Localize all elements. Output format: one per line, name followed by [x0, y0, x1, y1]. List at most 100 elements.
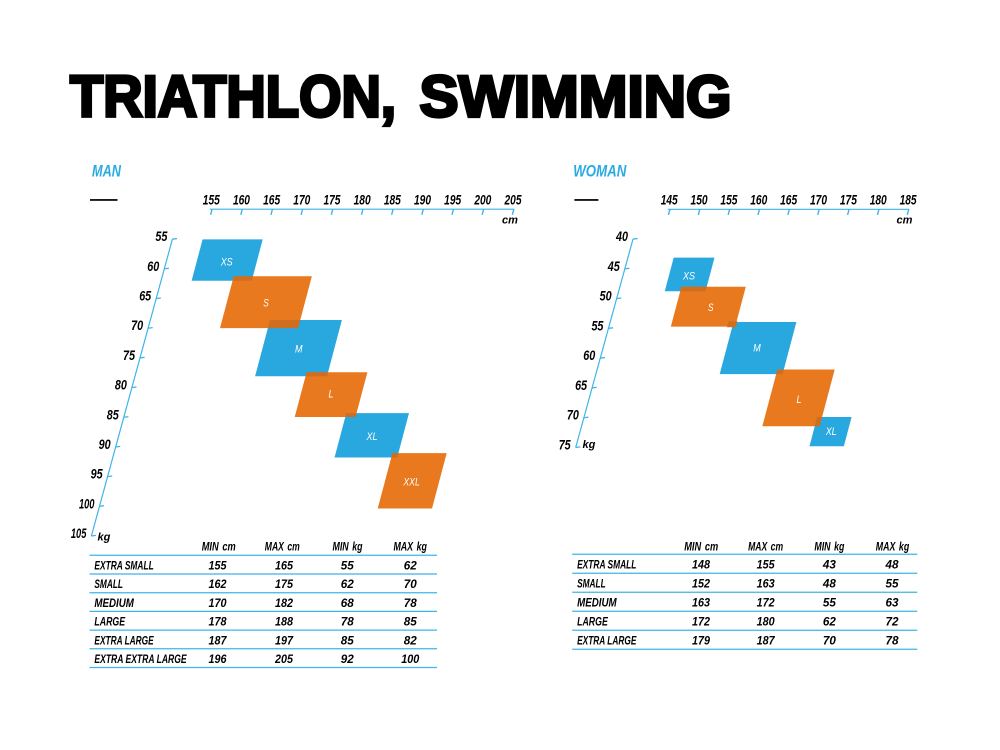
svg-text:160: 160 [233, 192, 250, 207]
svg-text:M: M [295, 343, 303, 355]
svg-text:92: 92 [341, 652, 354, 666]
svg-text:155: 155 [209, 559, 227, 573]
svg-text:55: 55 [823, 596, 836, 610]
svg-text:170: 170 [810, 192, 827, 207]
svg-text:kg: kg [98, 531, 111, 543]
svg-text:TRIATHLON,: TRIATHLON, [70, 65, 396, 130]
svg-text:70: 70 [404, 577, 417, 591]
svg-text:55: 55 [886, 577, 899, 591]
svg-text:170: 170 [209, 596, 227, 610]
svg-text:152: 152 [692, 577, 710, 591]
svg-text:50: 50 [600, 289, 612, 304]
svg-text:55: 55 [341, 559, 354, 573]
svg-text:160: 160 [750, 192, 767, 207]
svg-text:180: 180 [354, 192, 371, 207]
svg-text:75: 75 [559, 437, 571, 452]
svg-text:MAX kg: MAX kg [393, 539, 427, 553]
svg-text:65: 65 [575, 378, 587, 393]
svg-text:182: 182 [275, 596, 293, 610]
svg-text:62: 62 [823, 615, 836, 629]
svg-text:188: 188 [275, 615, 293, 629]
svg-text:195: 195 [444, 192, 461, 207]
svg-text:105: 105 [71, 526, 87, 541]
svg-text:L: L [329, 389, 334, 401]
svg-text:cm: cm [897, 215, 913, 227]
svg-text:175: 175 [840, 192, 857, 207]
svg-text:78: 78 [341, 615, 354, 629]
svg-text:SMALL: SMALL [94, 577, 123, 591]
svg-text:68: 68 [341, 596, 354, 610]
svg-text:48: 48 [822, 577, 836, 591]
svg-text:62: 62 [404, 559, 417, 573]
svg-text:205: 205 [504, 192, 522, 207]
svg-text:40: 40 [615, 229, 628, 244]
svg-text:85: 85 [107, 407, 119, 422]
svg-text:165: 165 [263, 192, 280, 207]
svg-text:175: 175 [323, 192, 340, 207]
svg-text:170: 170 [293, 192, 310, 207]
svg-text:200: 200 [474, 192, 492, 207]
svg-text:MEDIUM: MEDIUM [94, 596, 134, 610]
svg-text:L: L [797, 394, 802, 406]
svg-text:MEDIUM: MEDIUM [577, 596, 617, 610]
svg-text:63: 63 [886, 596, 899, 610]
svg-text:205: 205 [274, 652, 293, 666]
svg-text:XS: XS [682, 271, 695, 283]
svg-text:XS: XS [220, 256, 233, 268]
svg-text:XXL: XXL [403, 476, 420, 488]
svg-text:MAX cm: MAX cm [748, 539, 783, 553]
svg-text:MAN: MAN [92, 162, 122, 181]
svg-text:172: 172 [757, 596, 775, 610]
svg-text:SMALL: SMALL [577, 577, 606, 591]
svg-text:EXTRA LARGE: EXTRA LARGE [577, 634, 637, 648]
svg-text:75: 75 [123, 348, 135, 363]
svg-text:155: 155 [757, 558, 775, 572]
svg-text:90: 90 [99, 437, 111, 452]
svg-text:S: S [263, 298, 269, 310]
svg-text:78: 78 [886, 634, 899, 648]
svg-text:179: 179 [692, 634, 710, 648]
svg-text:MAX cm: MAX cm [265, 539, 300, 553]
svg-text:145: 145 [661, 192, 678, 207]
svg-text:LARGE: LARGE [577, 615, 608, 629]
svg-text:EXTRA SMALL: EXTRA SMALL [577, 558, 636, 572]
svg-text:190: 190 [414, 192, 431, 207]
svg-text:78: 78 [404, 596, 417, 610]
svg-text:172: 172 [692, 615, 710, 629]
svg-text:72: 72 [886, 615, 899, 629]
svg-text:70: 70 [567, 408, 579, 423]
svg-text:165: 165 [275, 559, 293, 573]
svg-text:187: 187 [757, 634, 776, 648]
svg-text:MIN cm: MIN cm [684, 539, 718, 553]
svg-text:MIN cm: MIN cm [202, 539, 236, 553]
svg-text:197: 197 [275, 633, 294, 647]
svg-text:180: 180 [870, 192, 887, 207]
svg-text:cm: cm [502, 215, 518, 227]
svg-text:EXTRA LARGE: EXTRA LARGE [94, 633, 154, 647]
svg-text:SWIMMING: SWIMMING [420, 65, 732, 130]
svg-text:150: 150 [691, 192, 708, 207]
svg-text:82: 82 [404, 633, 417, 647]
svg-text:95: 95 [91, 467, 103, 482]
svg-text:155: 155 [203, 192, 220, 207]
svg-text:MIN kg: MIN kg [814, 539, 844, 553]
svg-text:180: 180 [757, 615, 775, 629]
svg-text:LARGE: LARGE [94, 615, 125, 629]
svg-text:100: 100 [79, 496, 95, 511]
svg-text:S: S [708, 302, 714, 314]
svg-text:XL: XL [366, 431, 378, 443]
svg-text:43: 43 [822, 558, 836, 572]
svg-text:85: 85 [404, 615, 417, 629]
svg-text:48: 48 [885, 558, 899, 572]
svg-text:XL: XL [825, 426, 837, 438]
svg-text:55: 55 [591, 318, 603, 333]
svg-text:162: 162 [209, 577, 227, 591]
svg-text:187: 187 [209, 633, 228, 647]
svg-text:185: 185 [900, 192, 917, 207]
svg-text:70: 70 [823, 634, 836, 648]
svg-text:175: 175 [275, 577, 293, 591]
svg-text:70: 70 [131, 318, 143, 333]
svg-text:196: 196 [209, 652, 227, 666]
svg-text:MAX kg: MAX kg [876, 539, 910, 553]
svg-text:MIN kg: MIN kg [333, 539, 363, 553]
